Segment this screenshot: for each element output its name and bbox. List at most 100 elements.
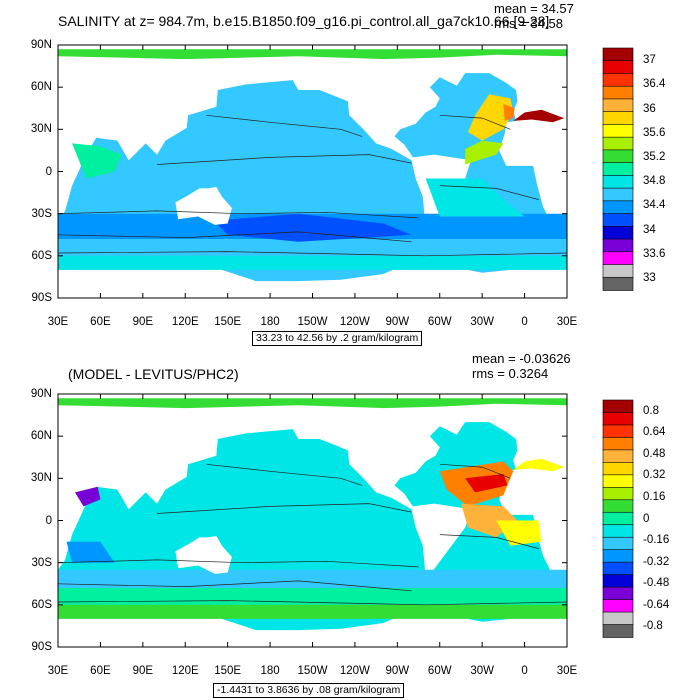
contour-line	[57, 600, 568, 606]
y-tick-label: 60N	[30, 430, 52, 443]
colorbar-swatch	[602, 412, 634, 426]
x-tick-label: 30E	[556, 665, 578, 677]
colorbar-swatch	[602, 474, 634, 489]
arabian-anom	[75, 486, 101, 507]
colorbar-label: 37	[643, 54, 656, 67]
antarctic-band-anom	[58, 604, 567, 619]
panel2-mean: mean = -0.03626	[472, 351, 571, 366]
x-tick-label: 60W	[427, 316, 452, 328]
y-tick-label: 30N	[30, 123, 52, 136]
colorbar-swatch	[602, 73, 634, 88]
south-atlantic	[425, 178, 525, 217]
x-tick-label: 180	[260, 665, 280, 677]
colorbar-swatch	[602, 213, 634, 228]
y-tick-label: 90S	[31, 292, 52, 304]
colorbar-label: 0.32	[643, 469, 666, 482]
colorbar-label: 34.8	[643, 175, 666, 188]
contour-line	[57, 251, 568, 257]
colorbar-label: 34.4	[643, 199, 666, 212]
y-tick-label: 90N	[30, 39, 52, 51]
y-tick-label: 30S	[31, 556, 52, 569]
colorbar-swatch	[602, 162, 634, 177]
colorbar-label: -0.48	[643, 577, 670, 590]
y-tick-label: 30N	[30, 472, 52, 485]
x-tick-label: 120E	[171, 316, 199, 328]
gibraltar-core	[503, 104, 515, 121]
contour-line	[57, 210, 419, 219]
y-tick-label: 0	[45, 514, 52, 527]
x-tick-label: 30E	[47, 665, 69, 677]
contour-line	[439, 114, 511, 130]
colorbar-swatch	[602, 524, 634, 539]
colorbar-label: 34	[643, 223, 656, 236]
colorbar-swatch	[602, 599, 634, 613]
colorbar-swatch	[602, 574, 634, 588]
y-tick-label: 90N	[30, 388, 52, 400]
colorbar-swatch	[602, 424, 634, 439]
colorbar-swatch	[602, 60, 634, 75]
colorbar-swatch	[602, 276, 634, 291]
colorbar-swatch	[602, 561, 634, 576]
colorbar-swatch	[602, 549, 634, 563]
colorbar-label: 0.8	[643, 404, 659, 417]
x-tick-label: 120E	[171, 665, 199, 677]
colorbar-swatch	[602, 611, 634, 626]
mediterranean-outflow	[513, 458, 565, 472]
colorbar-swatch	[602, 47, 634, 62]
colorbar-swatch	[602, 238, 634, 253]
north-atlantic-anom-core	[465, 474, 508, 493]
colorbar-swatch	[602, 536, 634, 551]
x-tick-label: 150E	[214, 665, 242, 677]
colorbar-label: -0.64	[643, 598, 670, 611]
mozambique-anom	[66, 541, 115, 563]
colorbar-swatch	[602, 437, 634, 451]
x-tick-label: 150W	[297, 665, 328, 677]
colorbar-label: 36.4	[643, 78, 666, 91]
x-tick-label: 150E	[214, 316, 242, 328]
x-tick-label: 90E	[132, 316, 154, 328]
colorbar-swatch	[602, 136, 634, 151]
colorbar-swatch	[602, 111, 634, 126]
y-tick-label: 60N	[30, 81, 52, 94]
x-tick-label: 0	[521, 665, 528, 677]
colorbar-swatch	[602, 226, 634, 240]
colorbar-swatch	[602, 586, 634, 601]
contour-line	[156, 503, 412, 514]
x-tick-label: 30W	[470, 665, 494, 677]
contour-line	[57, 580, 412, 592]
contour-line	[206, 463, 363, 486]
x-tick-label: 120W	[339, 316, 370, 328]
x-tick-label: 150W	[297, 316, 328, 328]
panel1-mean: mean = 34.57	[494, 1, 574, 16]
colorbar-swatch	[602, 149, 634, 164]
australia-land	[175, 536, 232, 574]
colorbar-label: 0.16	[643, 490, 666, 503]
colorbar-swatch	[602, 98, 634, 113]
x-tick-label: 60E	[90, 316, 111, 328]
colorbar-label: 35.6	[643, 126, 666, 139]
colorbar-label: -0.8	[643, 620, 663, 633]
contour-line	[206, 114, 363, 137]
panel2-rms: rms = 0.3264	[472, 366, 549, 381]
colorbar-label: 0	[643, 512, 650, 525]
x-tick-label: 30W	[470, 316, 494, 328]
contour-line	[439, 185, 539, 200]
arctic-band	[58, 398, 567, 409]
colorbar-swatch	[602, 85, 634, 100]
panel1-contour-info: 33.23 to 42.56 by .2 gram/kilogram	[252, 331, 423, 346]
contour-line	[439, 463, 511, 479]
x-tick-label: 90E	[132, 665, 154, 677]
southern-mid-band	[58, 239, 567, 256]
colorbar-label: -0.32	[643, 555, 670, 568]
colorbar-swatch	[602, 187, 634, 202]
y-tick-label: 30S	[31, 207, 52, 220]
colorbar-swatch	[602, 511, 634, 526]
colorbar-label: 33.6	[643, 247, 666, 260]
x-tick-label: 30E	[47, 316, 69, 328]
colorbar-swatch	[602, 200, 634, 215]
panel1-title: SALINITY at z= 984.7m, b.e15.B1850.f09_g…	[58, 13, 550, 29]
southern-band-anom-2	[58, 588, 567, 605]
colorbar-swatch	[602, 487, 634, 501]
contour-line	[439, 534, 539, 549]
colorbar-label: 35.2	[643, 150, 666, 163]
